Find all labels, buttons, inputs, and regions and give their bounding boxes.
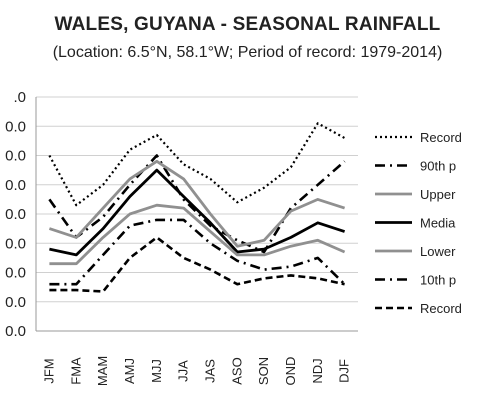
y-tick-label: 0.0 — [5, 265, 26, 282]
legend-item: Media — [375, 216, 456, 231]
y-tick-label: 0.0 — [5, 118, 26, 135]
y-tick-labels: .0 0.0 0.0 0.0 0.0 0.0 0.0 0.0 0.0 — [5, 89, 26, 340]
legend-item: Lower — [375, 244, 456, 259]
legend-label: 10th p — [420, 273, 456, 288]
series-line — [49, 203, 346, 266]
legend-label: 90th p — [420, 159, 456, 174]
series-lines — [48, 122, 346, 293]
x-tick-label: AMJ — [122, 358, 137, 384]
chart-subtitle: (Location: 6.5°N, 58.1°W; Period of reco… — [52, 44, 443, 61]
x-tick-label: JAS — [202, 359, 217, 383]
legend-label: Upper — [420, 187, 456, 202]
series-line — [49, 168, 346, 257]
x-tick-label: OND — [283, 357, 298, 386]
legend-label: Record — [420, 301, 462, 316]
legend-item: 10th p — [375, 273, 456, 288]
y-tick-label: 0.0 — [5, 177, 26, 194]
x-tick-labels: JFM FMA MAM AMJ MJJ JJA JAS ASO SON OND NDJ DJF — [41, 356, 351, 386]
x-tick-label: JJA — [176, 360, 191, 382]
series-line — [48, 122, 346, 207]
legend-item: Record — [375, 301, 462, 316]
x-tick-label: ASO — [229, 357, 244, 384]
x-tick-label: JFM — [41, 358, 56, 383]
x-tick-label: MAM — [95, 356, 110, 386]
y-tick-label: 0.0 — [5, 206, 26, 223]
y-tick-label: 0.0 — [5, 235, 26, 252]
x-tick-label: DJF — [337, 359, 352, 383]
legend-item: Record — [375, 130, 462, 145]
x-tick-label: MJJ — [149, 359, 164, 383]
series-line — [49, 218, 346, 286]
x-tick-label: NDJ — [310, 358, 325, 383]
y-tick-label: .0 — [13, 89, 26, 106]
legend-item: Upper — [375, 187, 456, 202]
x-tick-label: SON — [256, 357, 271, 385]
legend: Record 90th p Upper Media Lower 10th p Record — [375, 130, 462, 316]
series-line — [48, 154, 346, 254]
y-tick-label: 0.0 — [5, 323, 26, 340]
legend-label: Media — [420, 216, 456, 231]
grid-lines — [36, 96, 358, 332]
y-tick-label: 0.0 — [5, 148, 26, 165]
series-line — [49, 236, 345, 293]
y-tick-label: 0.0 — [5, 294, 26, 311]
axes — [35, 97, 358, 332]
legend-label: Lower — [420, 244, 456, 259]
series-line — [48, 159, 346, 248]
legend-item: 90th p — [375, 159, 456, 174]
chart-title: WALES, GUYANA - SEASONAL RAINFALL — [54, 14, 441, 35]
legend-label: Record — [420, 130, 462, 145]
x-tick-label: FMA — [68, 357, 83, 385]
